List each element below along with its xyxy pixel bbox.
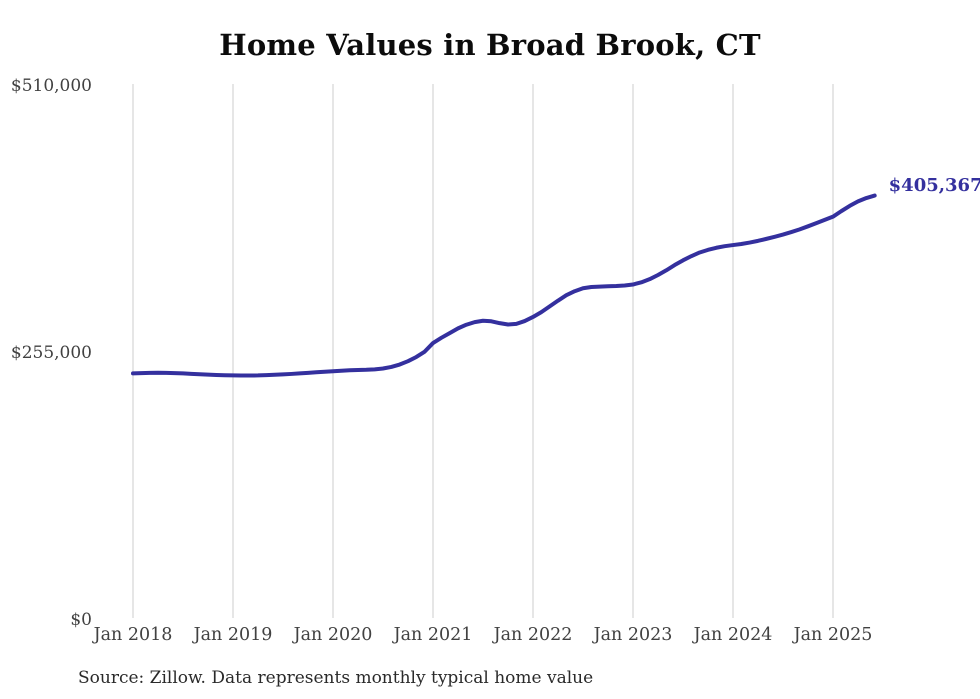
y-axis-tick-label: $510,000 (10, 76, 92, 96)
latest-value-label: $405,367 (888, 174, 980, 196)
x-axis-tick-label: Jan 2022 (493, 625, 573, 645)
x-axis-tick-label: Jan 2024 (693, 625, 773, 645)
x-axis-tick-label: Jan 2023 (593, 625, 673, 645)
y-axis-tick-label: $0 (70, 610, 92, 630)
x-axis-tick-label: Jan 2025 (793, 625, 873, 645)
value-line (131, 193, 877, 378)
source-note: Source: Zillow. Data represents monthly … (78, 668, 594, 688)
x-axis-tick-label: Jan 2019 (193, 625, 273, 645)
x-axis-tick-label: Jan 2020 (293, 625, 373, 645)
x-axis-tick-label: Jan 2018 (93, 625, 173, 645)
chart-title: Home Values in Broad Brook, CT (219, 28, 761, 62)
y-axis-tick-label: $255,000 (10, 343, 92, 363)
x-axis-tick-label: Jan 2021 (393, 625, 473, 645)
